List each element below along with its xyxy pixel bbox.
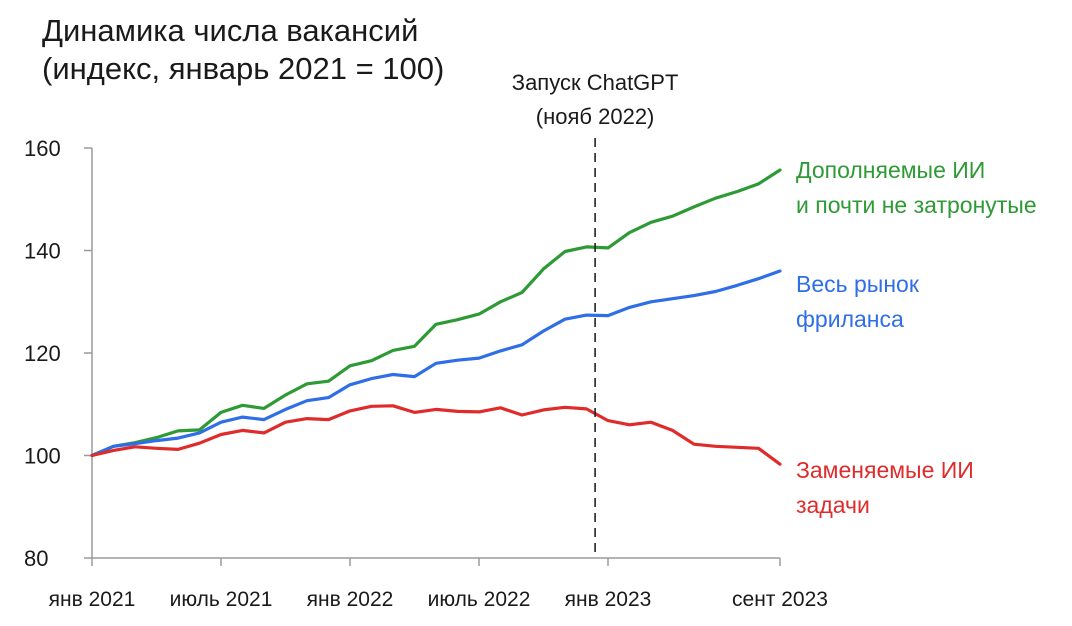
chart-title: Динамика числа вакансий (индекс, январь …: [42, 12, 444, 88]
y-tick-label: 140: [24, 239, 61, 264]
x-tick-label: янв 2022: [307, 588, 394, 611]
x-tick-label: июль 2022: [428, 588, 531, 611]
series-line-2: [90, 404, 782, 466]
axes: [91, 148, 780, 559]
x-tick-label: июль 2021: [170, 588, 273, 611]
y-tick-label: 100: [24, 444, 61, 469]
series-lines: [90, 168, 782, 466]
series-label-0-line1: Дополняемые ИИ: [796, 157, 985, 183]
series-label-0-line2: и почти не затронутые: [796, 192, 1037, 218]
x-tick-label: сент 2023: [732, 588, 828, 611]
annotation-label-line1: Запуск ChatGPT: [512, 70, 679, 95]
y-tick-label: 80: [24, 546, 48, 571]
x-tick-label: янв 2023: [565, 588, 652, 611]
series-label-1-line1: Весь рынок: [796, 271, 920, 297]
chart-title-line1: Динамика числа вакансий: [42, 13, 419, 48]
y-tick-label: 120: [24, 341, 61, 366]
annotation-label-line2: (нояб 2022): [536, 104, 655, 129]
series-label-2-line2: задачи: [796, 492, 870, 518]
chatgpt-annotation: Запуск ChatGPT (нояб 2022): [512, 70, 679, 558]
series-labels: Дополняемые ИИ и почти не затронутые Весь …: [796, 157, 1037, 518]
y-axis-ticks: 80 100 120 140 160: [24, 136, 92, 571]
series-line-1: [90, 269, 782, 458]
series-label-2-line1: Заменяемые ИИ: [796, 457, 974, 483]
x-axis-ticks: янв 2021 июль 2021 янв 2022 июль 2022 янв 20…: [49, 558, 828, 611]
series-line-0: [90, 168, 782, 458]
series-label-1-line2: фриланса: [796, 306, 904, 332]
chart-title-line2: (индекс, январь 2021 = 100): [42, 51, 445, 86]
y-tick-label: 160: [24, 136, 61, 161]
x-tick-label: янв 2021: [49, 588, 136, 611]
